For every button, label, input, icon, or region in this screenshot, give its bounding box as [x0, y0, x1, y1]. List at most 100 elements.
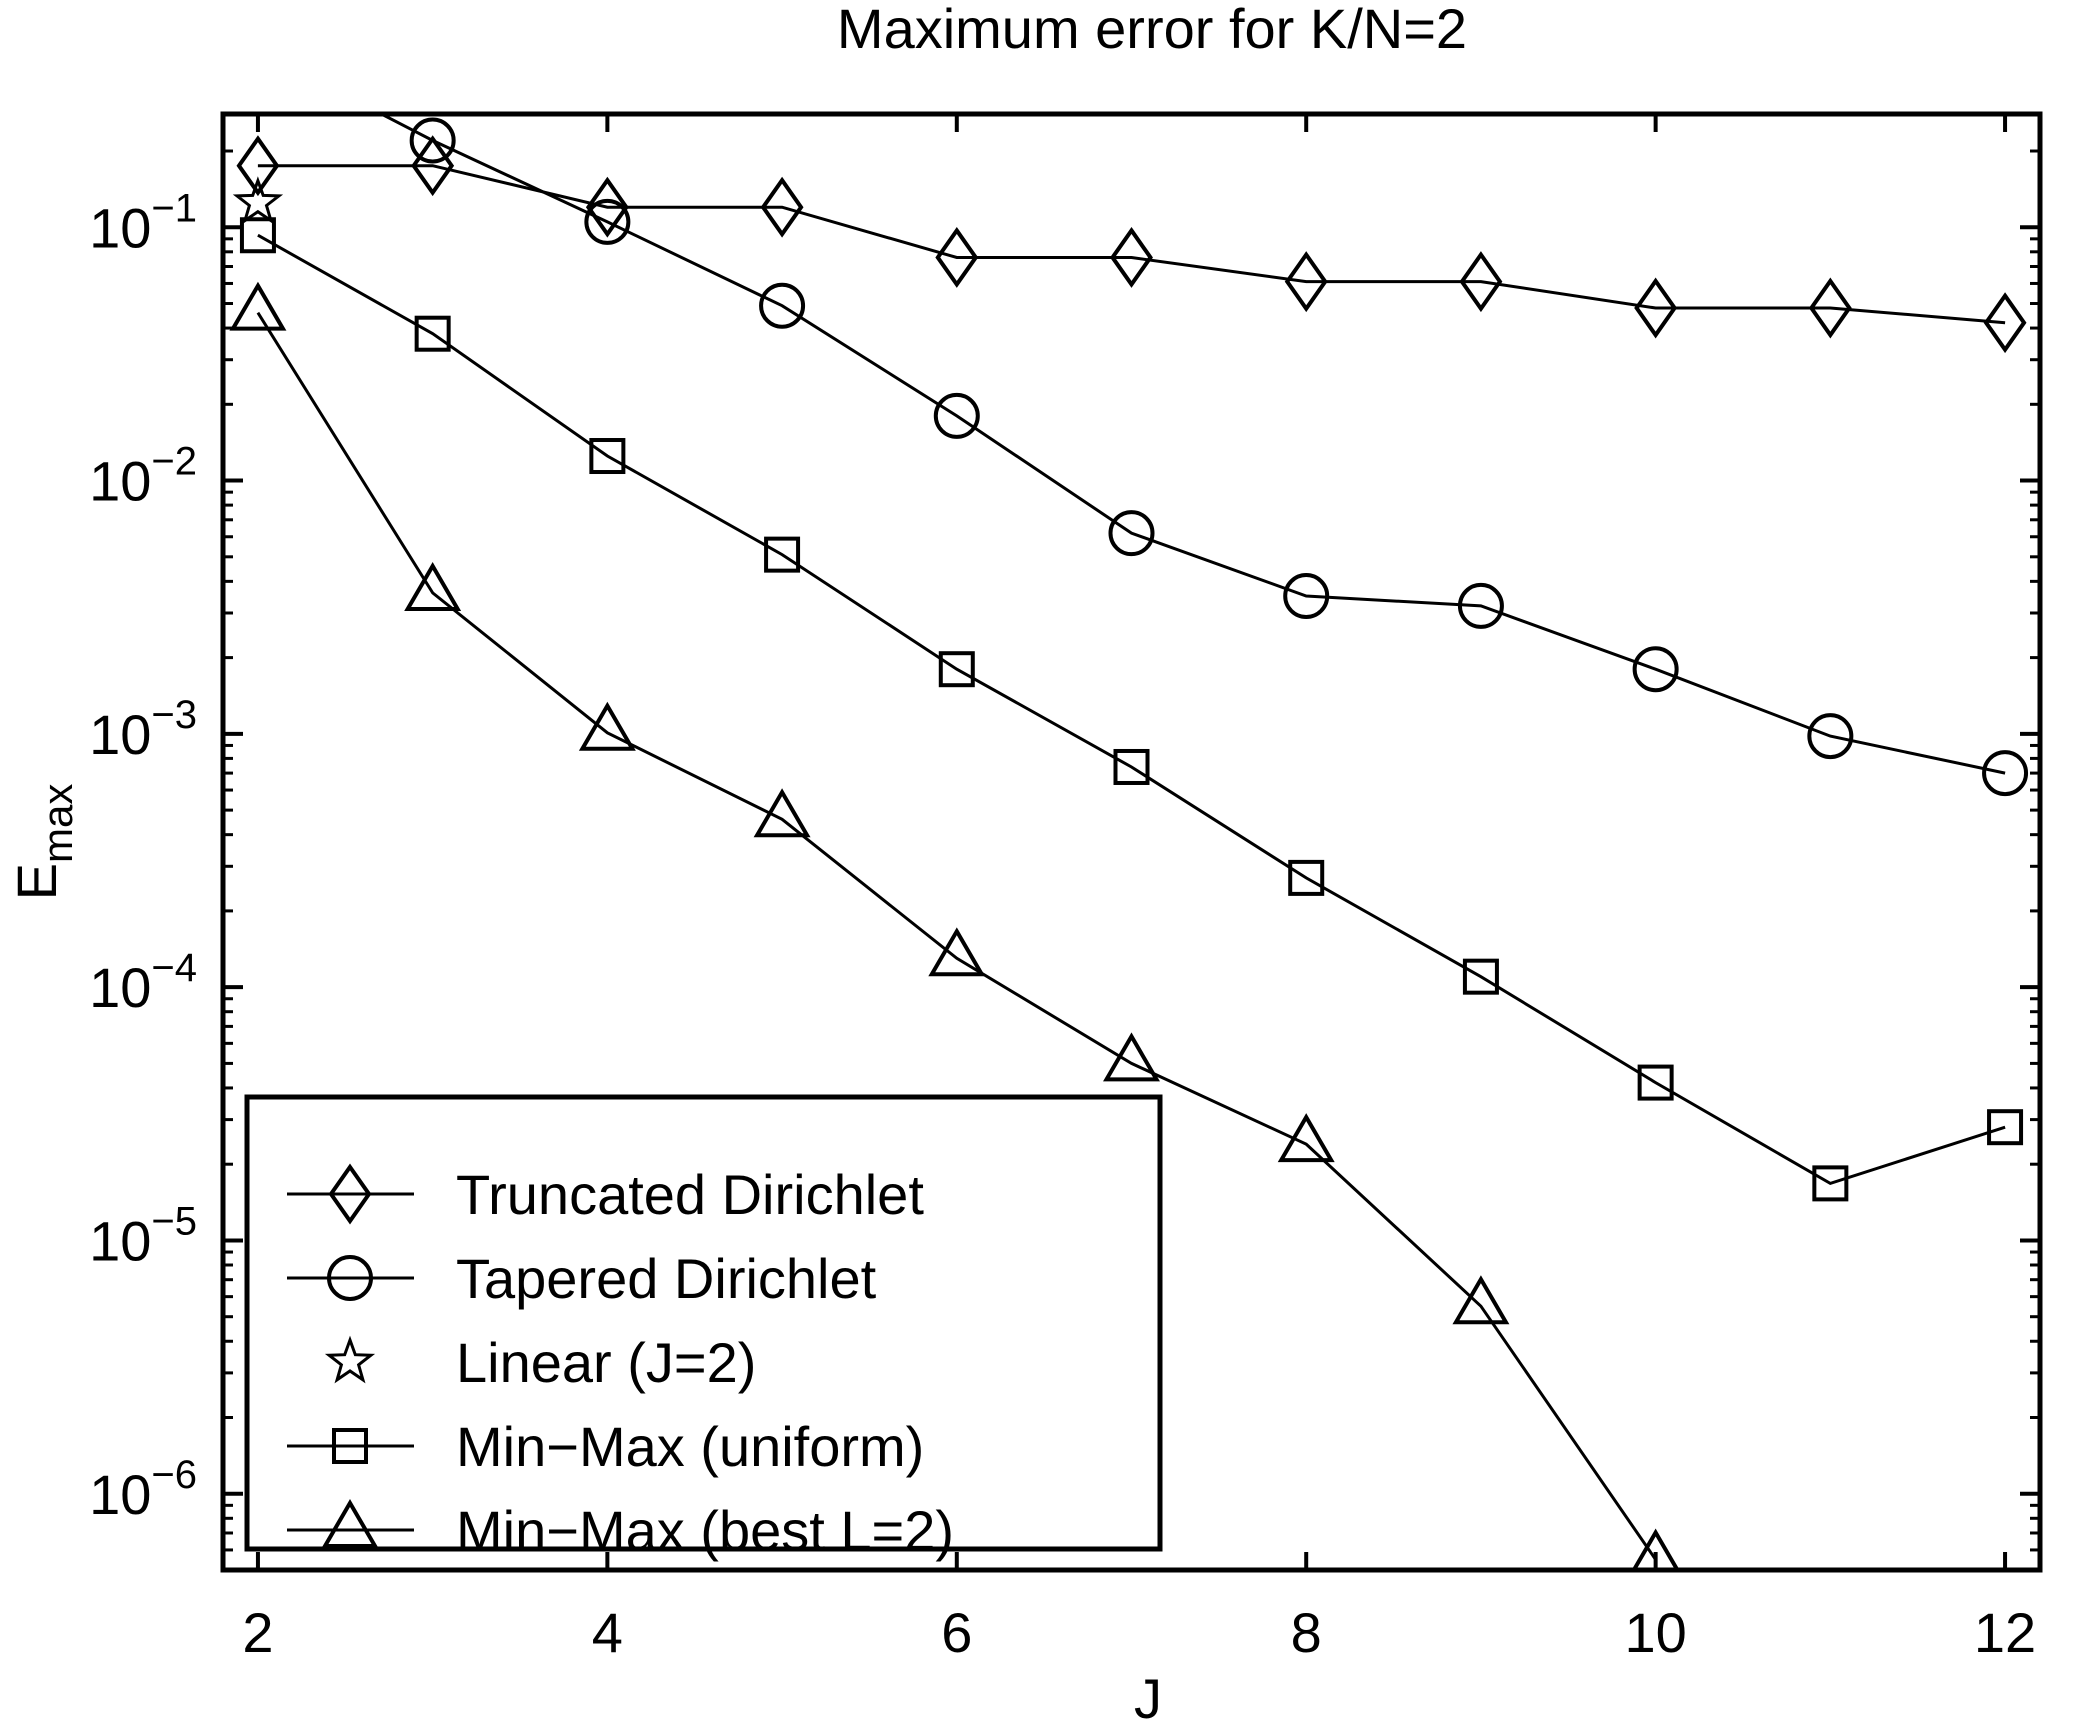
legend-item-circle-label: Tapered Dirichlet [456, 1247, 877, 1310]
series-circle-point [584, 198, 631, 245]
series-square-point [1637, 1064, 1674, 1101]
series-circle-point [933, 392, 980, 439]
y-tick-label-exponent: −6 [151, 1453, 197, 1497]
legend-item-diamond-label: Truncated Dirichlet [456, 1163, 924, 1226]
series-diamond-point [760, 176, 804, 238]
series-diamond-point [1459, 251, 1503, 313]
series-circle-point [1982, 750, 2029, 797]
series-diamond-point [1634, 277, 1678, 339]
y-tick-label-base: 10 [89, 450, 151, 513]
y-tick-label: 10−4 [89, 946, 197, 1019]
legend-item-circle-marker [327, 1255, 373, 1301]
chart-title: Maximum error for K/N=2 [837, 0, 1467, 60]
series-triangle-point [1277, 1113, 1335, 1163]
series-star [232, 176, 284, 225]
series-square-point [589, 438, 626, 475]
series-circle-point [1108, 510, 1155, 557]
legend-item-star-label: Linear (J=2) [456, 1331, 756, 1394]
series-diamond-point [935, 226, 979, 288]
series-triangle-point [753, 788, 811, 838]
legend-item-triangle: Min−Max (best L=2) [287, 1499, 954, 1562]
legend-item-triangle-marker [321, 1499, 379, 1548]
x-tick-label: 4 [592, 1601, 623, 1664]
y-tick-label-exponent: −1 [151, 186, 197, 230]
series-square-point [239, 217, 276, 254]
series-layer [229, 114, 2029, 1570]
y-tick-label-base: 10 [89, 1463, 151, 1526]
y-tick-label-base: 10 [89, 703, 151, 766]
y-tick-label-exponent: −4 [151, 946, 197, 990]
y-axis-label-subscript: max [34, 784, 81, 863]
legend-box [244, 1094, 1163, 1552]
series-diamond-point [1983, 292, 2027, 354]
series-circle-point [759, 282, 806, 329]
series-diamond-point [1284, 251, 1328, 313]
legend-item-diamond-marker [328, 1163, 372, 1225]
y-tick-label-exponent: −5 [151, 1199, 197, 1243]
x-tick-label: 2 [242, 1601, 273, 1664]
y-tick-label: 10−5 [89, 1199, 197, 1272]
series-square-point [414, 315, 451, 352]
series-triangle-point [928, 927, 986, 977]
series-square [239, 217, 2024, 1202]
series-diamond-point [585, 176, 629, 238]
series-triangle-point [578, 701, 636, 751]
legend-item-triangle-label: Min−Max (best L=2) [456, 1499, 954, 1562]
series-square-line [257, 233, 2006, 1186]
series-triangle-point [404, 561, 462, 611]
y-tick-label: 10−3 [89, 693, 197, 766]
series-circle-line [378, 114, 2006, 775]
series-square-point [1288, 859, 1325, 896]
x-tick-label: 10 [1624, 1601, 1686, 1664]
legend-item-diamond: Truncated Dirichlet [287, 1163, 924, 1226]
x-axis-label: J [1134, 1667, 1162, 1729]
series-circle-point [1632, 646, 1679, 693]
legend-item-square: Min−Max (uniform) [287, 1415, 924, 1478]
y-tick-label: 10−2 [89, 440, 197, 513]
legend-item-square-label: Min−Max (uniform) [456, 1415, 924, 1478]
y-tick-label-base: 10 [89, 1209, 151, 1272]
y-tick-label-base: 10 [89, 196, 151, 259]
y-tick-label: 10−1 [89, 186, 197, 259]
x-tick-label: 12 [1974, 1601, 2036, 1664]
x-tick-label: 6 [941, 1601, 972, 1664]
series-circle-point [409, 117, 456, 164]
series-diamond-point [1110, 226, 1153, 288]
y-tick-label-base: 10 [89, 956, 151, 1019]
series-star-point [232, 176, 284, 225]
series-diamond-point [1808, 277, 1852, 339]
series-square-point [1812, 1165, 1849, 1202]
series-square-point [1987, 1109, 2024, 1146]
legend-item-circle: Tapered Dirichlet [287, 1247, 877, 1310]
series-circle-point [1283, 573, 1330, 620]
series-triangle-point [1631, 1528, 1680, 1570]
plot-frame [220, 111, 2043, 1573]
y-tick-label: 10−6 [89, 1453, 197, 1526]
x-axis: 2 4 6 8 10 12 [242, 114, 2036, 1664]
y-axis-label-main: E [5, 863, 68, 900]
series-circle-point [1457, 582, 1504, 629]
legend: Truncated Dirichlet Tapered Dirichlet Line… [244, 1094, 1163, 1562]
y-tick-label-exponent: −3 [151, 693, 197, 737]
series-triangle-point [229, 281, 287, 331]
series-square-point [938, 651, 975, 688]
series-triangle-line [256, 311, 1657, 1561]
series-triangle [229, 281, 1680, 1570]
series-triangle-point [1103, 1032, 1160, 1082]
y-tick-label-exponent: −2 [151, 440, 197, 484]
series-square-point [1113, 748, 1150, 785]
legend-item-star-marker [324, 1335, 376, 1384]
legend-item-star: Linear (J=2) [324, 1331, 756, 1394]
series-circle [378, 114, 2029, 797]
x-tick-label: 8 [1291, 1601, 1322, 1664]
series-square-point [1462, 958, 1499, 995]
series-triangle-point [1452, 1275, 1510, 1325]
series-diamond-point [236, 135, 280, 197]
y-axis: 10−110−210−310−410−510−6 [89, 149, 2040, 1572]
legend-item-square-marker [332, 1428, 368, 1464]
series-circle-point [1807, 713, 1854, 760]
y-axis-label: Emax [5, 784, 81, 901]
series-square-point [764, 536, 801, 573]
